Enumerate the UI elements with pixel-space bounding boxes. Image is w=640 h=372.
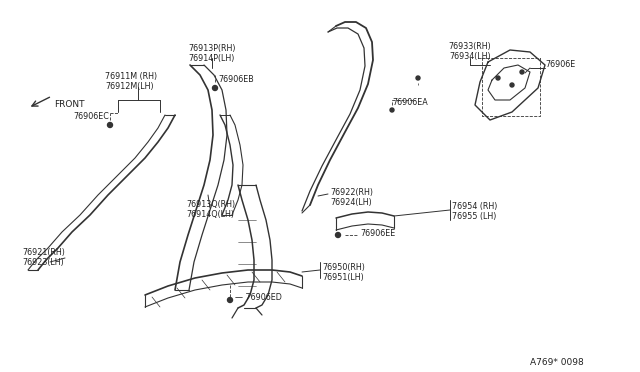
Text: 76906E: 76906E — [545, 60, 575, 69]
Text: — 76906ED: — 76906ED — [235, 294, 282, 302]
Circle shape — [390, 108, 394, 112]
Circle shape — [108, 122, 113, 128]
Text: 76906EB: 76906EB — [218, 75, 253, 84]
Text: 76913Q(RH)
76914Q(LH): 76913Q(RH) 76914Q(LH) — [186, 200, 235, 219]
Text: 76922(RH)
76924(LH): 76922(RH) 76924(LH) — [330, 188, 373, 208]
Text: 76950(RH)
76951(LH): 76950(RH) 76951(LH) — [322, 263, 365, 282]
Text: 76906EE: 76906EE — [360, 228, 396, 237]
Circle shape — [212, 86, 218, 90]
Text: 76913P(RH)
76914P(LH): 76913P(RH) 76914P(LH) — [188, 44, 236, 63]
Circle shape — [496, 76, 500, 80]
Text: 76933(RH)
76934(LH): 76933(RH) 76934(LH) — [449, 42, 492, 61]
Text: 76954 (RH)
76955 (LH): 76954 (RH) 76955 (LH) — [452, 202, 497, 221]
Text: 76906EA: 76906EA — [392, 98, 428, 107]
Text: A769* 0098: A769* 0098 — [530, 358, 584, 367]
Text: 76921(RH)
76923(LH): 76921(RH) 76923(LH) — [22, 248, 65, 267]
Text: FRONT: FRONT — [54, 100, 84, 109]
Text: 76911M (RH)
76912M(LH): 76911M (RH) 76912M(LH) — [105, 72, 157, 92]
Circle shape — [510, 83, 514, 87]
Circle shape — [416, 76, 420, 80]
Circle shape — [227, 298, 232, 302]
Circle shape — [520, 70, 524, 74]
Text: 76906EC: 76906EC — [73, 112, 109, 121]
Circle shape — [335, 232, 340, 237]
